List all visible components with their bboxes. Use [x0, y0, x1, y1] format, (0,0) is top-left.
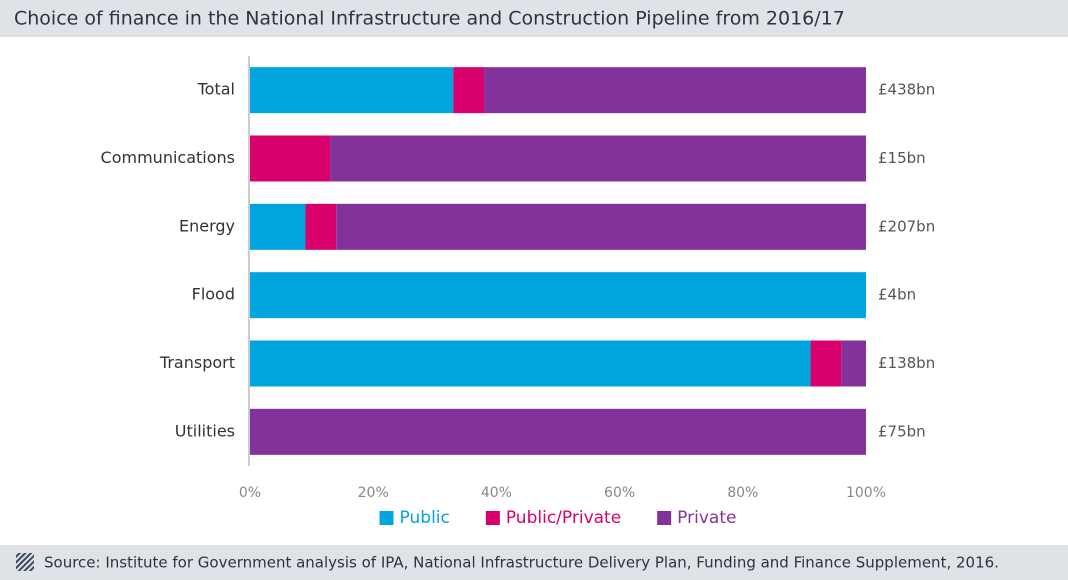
- category-label: Energy: [179, 216, 235, 235]
- total-label: £15bn: [878, 149, 926, 167]
- bar-segment: [250, 340, 811, 387]
- source: Source: Institute for Government analysi…: [44, 554, 999, 572]
- bar-segment: [810, 340, 842, 387]
- legend-label: Private: [677, 508, 736, 528]
- legend-swatch: [485, 511, 500, 525]
- total-label: £438bn: [878, 81, 935, 99]
- bar-segment: [336, 203, 866, 250]
- footer-band: [0, 545, 1068, 580]
- legend-label: Public: [400, 508, 450, 528]
- legend-swatch: [379, 511, 394, 525]
- legend-swatch: [657, 511, 672, 525]
- category-label: Utilities: [175, 421, 235, 440]
- bar-segment: [250, 272, 866, 319]
- total-label: £207bn: [878, 217, 935, 235]
- bar-segment: [330, 135, 867, 182]
- bar-segment: [305, 203, 337, 250]
- legend-label: Public/Private: [506, 508, 621, 528]
- bar-segment: [250, 408, 866, 455]
- bar-segment: [250, 67, 454, 114]
- bar-segment: [250, 135, 331, 182]
- category-label: Communications: [101, 148, 235, 167]
- category-label: Flood: [192, 285, 235, 304]
- x-tick-label: 60%: [604, 485, 635, 501]
- x-tick-label: 40%: [481, 485, 512, 501]
- source-icon: [16, 553, 34, 571]
- x-tick-label: 100%: [846, 485, 886, 501]
- total-label: £138bn: [878, 354, 935, 372]
- bar-segment: [841, 340, 866, 387]
- bar-segment: [484, 67, 866, 114]
- bar-segment: [453, 67, 485, 114]
- chart-title: Choice of finance in the National Infras…: [14, 8, 845, 30]
- x-tick-label: 20%: [358, 485, 389, 501]
- x-tick-label: 80%: [727, 485, 758, 501]
- total-label: £75bn: [878, 422, 926, 440]
- total-label: £4bn: [878, 286, 916, 304]
- bar-segment: [250, 203, 306, 250]
- category-label: Total: [197, 80, 235, 99]
- header-band: [0, 0, 1068, 37]
- category-label: Transport: [159, 353, 235, 372]
- x-tick-label: 0%: [239, 485, 261, 501]
